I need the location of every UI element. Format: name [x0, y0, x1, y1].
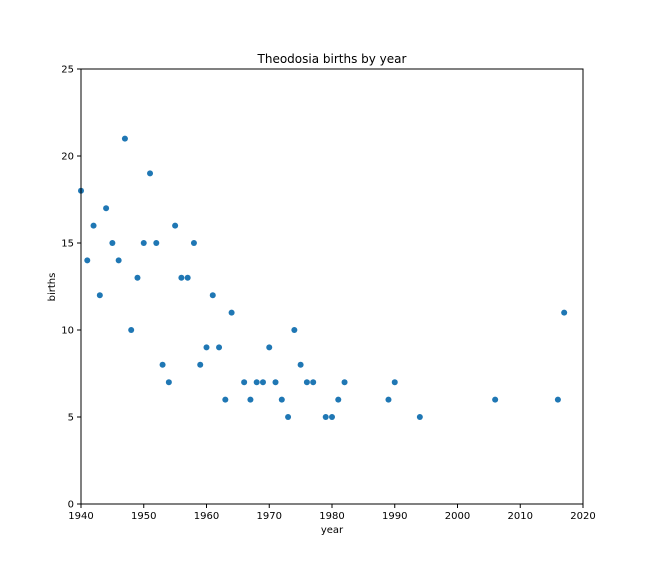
- data-point: [492, 396, 499, 403]
- data-point: [222, 396, 229, 403]
- data-point: [209, 292, 216, 299]
- data-point: [153, 240, 160, 246]
- data-point: [96, 292, 103, 299]
- data-point: [247, 396, 254, 403]
- chart-title: Theodosia births by year: [257, 52, 407, 66]
- data-point: [115, 257, 122, 264]
- data-point: [322, 414, 329, 420]
- x-tick-label: 1960: [194, 511, 219, 522]
- data-point: [297, 361, 304, 368]
- data-point: [335, 396, 342, 403]
- data-point: [272, 379, 279, 386]
- data-point: [103, 205, 110, 212]
- data-point: [561, 309, 568, 316]
- plot-area: [81, 69, 583, 504]
- data-point: [341, 379, 348, 386]
- data-point: [165, 379, 172, 386]
- data-point: [134, 274, 141, 281]
- data-point: [172, 222, 179, 229]
- data-point: [159, 361, 166, 368]
- data-point: [203, 344, 210, 351]
- data-point: [216, 344, 223, 351]
- data-points: [78, 135, 568, 420]
- x-tick-label: 2000: [445, 511, 470, 522]
- data-point: [241, 379, 248, 386]
- data-point: [140, 240, 147, 246]
- data-point: [90, 222, 97, 229]
- data-point: [278, 396, 285, 403]
- data-point: [84, 257, 91, 264]
- x-tick-label: 1990: [382, 511, 407, 522]
- data-point: [291, 327, 298, 333]
- data-point: [285, 414, 292, 420]
- data-point: [385, 396, 392, 403]
- y-tick-label: 0: [68, 500, 74, 511]
- y-axis-ticks: 0 5 10 15 20 25: [61, 65, 81, 511]
- data-point: [184, 274, 191, 281]
- y-tick-label: 10: [61, 326, 74, 337]
- y-tick-label: 20: [61, 152, 74, 163]
- data-point: [178, 274, 185, 281]
- x-tick-label: 1950: [131, 511, 156, 522]
- data-point: [266, 344, 273, 351]
- data-point: [228, 309, 235, 316]
- data-point: [554, 396, 561, 403]
- data-point: [259, 379, 266, 386]
- data-point: [416, 414, 423, 420]
- y-tick-label: 25: [61, 65, 74, 76]
- data-point: [391, 379, 398, 386]
- data-point: [310, 379, 317, 386]
- x-axis-ticks: 1940 1950 1960 1970 1980 1990 2000 2010 2020: [68, 504, 596, 522]
- data-point: [109, 240, 116, 246]
- x-axis-label: year: [321, 525, 344, 536]
- data-point: [190, 240, 197, 246]
- y-tick-label: 15: [61, 239, 74, 250]
- x-tick-label: 1970: [257, 511, 282, 522]
- data-point: [197, 361, 204, 368]
- x-tick-label: 2020: [570, 511, 595, 522]
- data-point: [128, 327, 135, 333]
- data-point: [303, 379, 310, 386]
- x-tick-label: 1980: [319, 511, 344, 522]
- data-point: [253, 379, 260, 386]
- data-point: [121, 135, 128, 142]
- x-tick-label: 1940: [68, 511, 93, 522]
- data-point: [329, 414, 335, 420]
- y-tick-label: 5: [68, 413, 74, 424]
- x-tick-label: 2010: [508, 511, 533, 522]
- data-point: [147, 170, 154, 177]
- y-axis-label: births: [47, 273, 58, 302]
